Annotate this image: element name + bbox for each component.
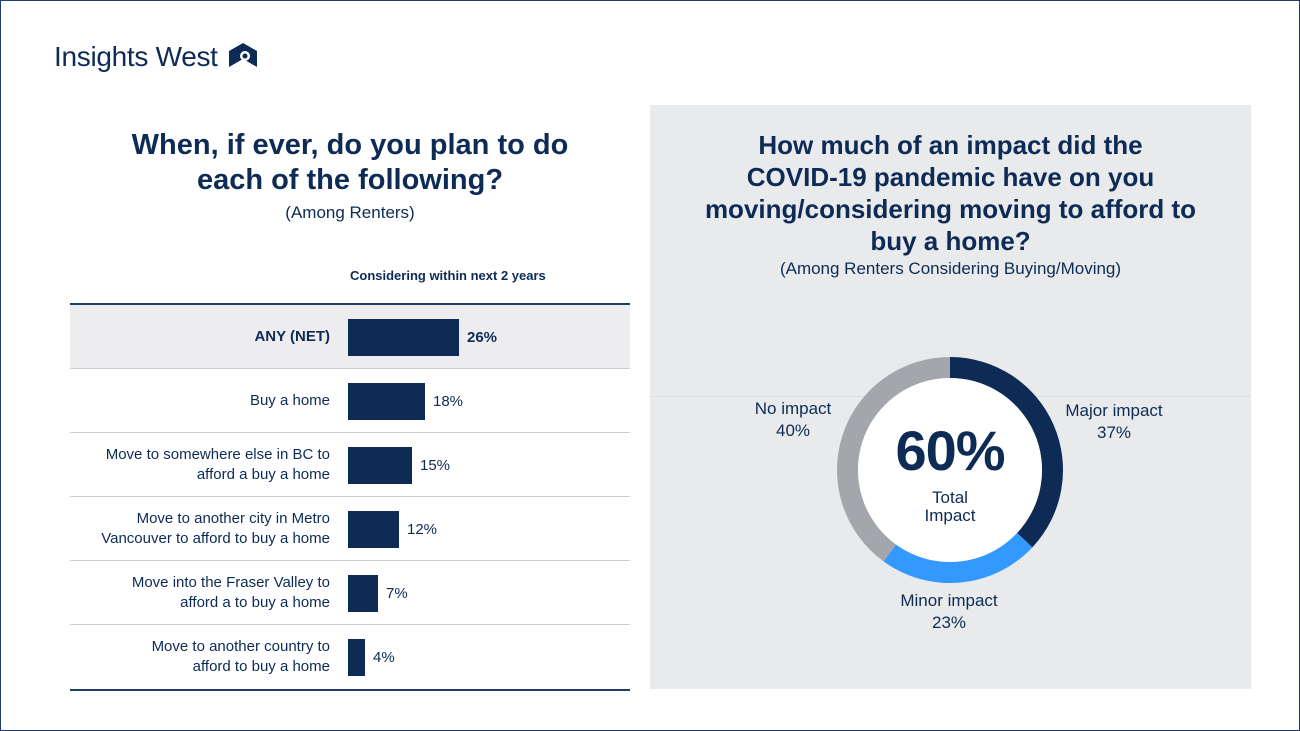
bar-value-label: 15% [420, 456, 451, 474]
bar-category-line: Move into the Fraser Valley to [131, 574, 330, 591]
bar-value-label: 4% [373, 648, 395, 666]
brand: Insights West [54, 40, 260, 74]
bar-category-text: Move to another city in Metro Vancouver t… [101, 509, 330, 549]
bar-category-label: Move into the Fraser Valley to afford a t… [70, 561, 330, 625]
bar-row: Move to another city in Metro Vancouver t… [70, 497, 630, 561]
bar-category-label: Buy a home [70, 369, 330, 433]
donut-center-label-line-2: Impact [924, 506, 976, 525]
bar-mark [348, 447, 412, 484]
bar-value-label: 18% [433, 392, 464, 410]
bar-row: Move to somewhere else in BC to afford a … [70, 433, 630, 497]
bar-category-label: ANY (NET) [70, 305, 330, 369]
donut-slice-no-impact [837, 357, 950, 562]
bar-value-label: 7% [386, 584, 408, 602]
bar-category-label: Move to somewhere else in BC to afford a … [70, 433, 330, 497]
bar-category-text: ANY (NET) [254, 327, 330, 347]
bar-category-text: Move to somewhere else in BC to afford a … [106, 445, 330, 485]
donut-center-value: 60% [895, 419, 1005, 482]
bar-category-line: Buy a home [249, 392, 330, 409]
bar-category-line: Move to somewhere else in BC to [105, 446, 330, 463]
bar-row: Move to another country to afford to buy … [70, 625, 630, 689]
bar-category-line: afford a buy a home [196, 466, 330, 483]
bar-chart: ANY (NET) 26% Buy a home 18% Move to somewhe… [70, 303, 630, 691]
left-chart-title: When, if ever, do you plan to do each of… [70, 128, 630, 198]
left-chart-subtitle: (Among Renters) [285, 203, 415, 222]
right-chart-subtitle: (Among Renters Considering Buying/Moving… [779, 259, 1122, 278]
slice-label-minor-impact-value: 23% [931, 613, 967, 632]
bar-mark [348, 639, 365, 676]
bar-row: Move into the Fraser Valley to afford a t… [70, 561, 630, 625]
bar-category-label: Move to another country to afford to buy … [70, 625, 330, 689]
bar-category-line: afford a to buy a home [180, 594, 330, 611]
bar-mark [348, 511, 399, 548]
slice-label-no-impact-value: 40% [775, 421, 811, 440]
donut-hole [858, 378, 1042, 562]
bar-mark [348, 383, 425, 420]
bar-value-label: 26% [467, 328, 498, 346]
bar-category-text: Buy a home [250, 391, 330, 411]
bar-category-text: Move to another country to afford to buy … [152, 637, 330, 677]
slice-label-major-impact-name: Major impact [1065, 401, 1163, 420]
bar-mark [348, 319, 459, 356]
column-header: Considering within next 2 years [350, 268, 546, 283]
bar-category-text: Move into the Fraser Valley to afford a t… [132, 573, 330, 613]
bar-value-label: 12% [407, 520, 438, 538]
bar-category-line: afford to buy a home [192, 658, 330, 675]
slice-label-minor-impact-name: Minor impact [900, 591, 998, 610]
donut-slice-major-impact [950, 357, 1063, 548]
right-title-line-4: buy a home? [870, 226, 1031, 256]
bar-category-line: ANY (NET) [254, 328, 330, 345]
bar-row: ANY (NET) 26% [70, 305, 630, 369]
donut-center-label: Total Impact [835, 489, 1065, 525]
donut-panel: How much of an impact did the COVID-19 p… [650, 105, 1251, 689]
bar-mark [348, 575, 378, 612]
right-chart-title: How much of an impact did the COVID-19 p… [650, 129, 1251, 257]
donut-slice-minor-impact [883, 532, 1033, 583]
bar-category-line: Move to another country to [151, 638, 330, 655]
bar-category-line: Move to another city in Metro [136, 510, 330, 527]
slice-label-no-impact: No impact 40% [748, 398, 838, 442]
donut-center-label-line-1: Total [932, 488, 968, 507]
left-title-line-1: When, if ever, do you plan to do [131, 129, 569, 161]
slice-label-major-impact-value: 37% [1096, 423, 1132, 442]
brand-name: Insights West [54, 41, 218, 72]
donut-chart [837, 357, 1063, 583]
right-title-line-1: How much of an impact did the [758, 130, 1143, 160]
left-title-line-2: each of the following? [196, 164, 504, 196]
slice-label-minor-impact: Minor impact 23% [884, 590, 1014, 634]
insights-west-logo-icon [228, 43, 257, 67]
bar-row: Buy a home 18% [70, 369, 630, 433]
right-title-line-2: COVID-19 pandemic have on you [746, 162, 1155, 192]
bar-category-label: Move to another city in Metro Vancouver t… [70, 497, 330, 561]
slice-label-major-impact: Major impact 37% [1054, 400, 1174, 444]
right-title-line-3: moving/considering moving to afford to [704, 194, 1197, 224]
slice-label-no-impact-name: No impact [754, 399, 832, 418]
bar-category-line: Vancouver to afford to buy a home [101, 530, 330, 547]
